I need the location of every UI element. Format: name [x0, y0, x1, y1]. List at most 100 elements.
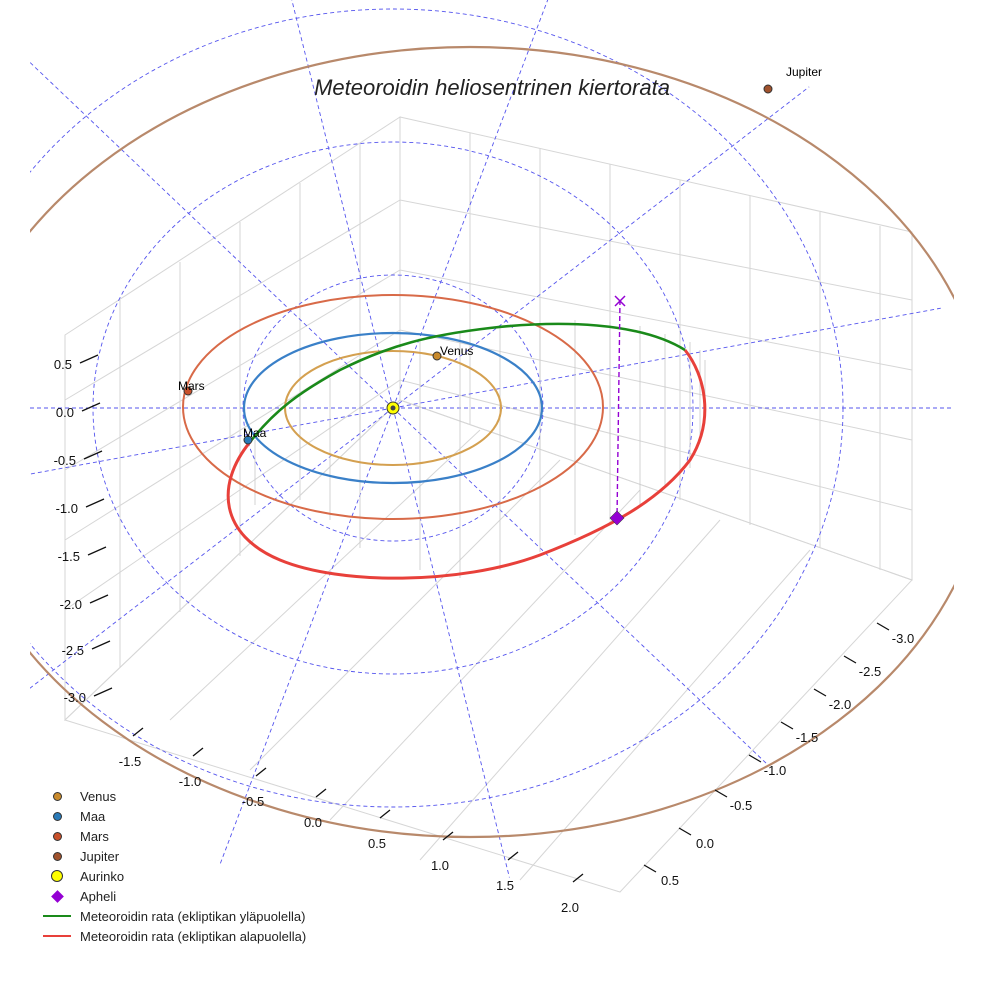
z-tick-mark: [93, 687, 113, 697]
x-tick-mark: [192, 747, 204, 757]
z-tick-mark: [85, 498, 105, 508]
radial-line: [30, 61, 394, 409]
x-tick-label: 2.0: [561, 900, 579, 915]
mars-orbit: [182, 294, 604, 520]
z-tick-label: -2.0: [60, 597, 82, 612]
legend-item: Mars: [40, 826, 306, 846]
legend-label: Apheli: [80, 888, 117, 904]
mars-marker: [183, 386, 193, 396]
x-tick-mark: [507, 851, 519, 861]
radial-line: [291, 0, 394, 409]
radial-line: [392, 407, 769, 766]
legend-item: Meteoroidin rata (ekliptikan alapuolella…: [40, 926, 306, 946]
radial-line: [30, 407, 394, 689]
x-tick-mark: [315, 788, 327, 798]
y-tick-label: -2.0: [829, 697, 851, 712]
meteoroid-orbit-above: [248, 322, 686, 443]
z-tick-label: 0.5: [54, 357, 72, 372]
sun-marker: [386, 401, 400, 415]
grid-lines: [64, 133, 913, 881]
legend-label: Meteoroidin rata (ekliptikan alapuolella…: [80, 928, 307, 944]
legend-symbol: [40, 926, 74, 946]
legend-label: Maa: [80, 808, 106, 824]
y-tick-label: -1.5: [796, 730, 818, 745]
z-tick-mark: [83, 450, 103, 460]
radial-line: [392, 0, 549, 409]
legend-label: Meteoroidin rata (ekliptikan yläpuolella…: [80, 908, 306, 924]
y-tick-label: 0.0: [696, 836, 714, 851]
y-tick-label: -2.5: [859, 664, 881, 679]
radial-line: [219, 407, 394, 865]
legend-item: Meteoroidin rata (ekliptikan yläpuolella…: [40, 906, 306, 926]
legend-label: Venus: [80, 788, 117, 804]
radial-line: [392, 407, 510, 878]
y-tick-mark: [876, 622, 890, 631]
jupiter-label: Jupiter: [786, 65, 822, 79]
legend-symbol: [40, 846, 74, 866]
x-tick-mark: [255, 767, 267, 777]
z-tick-label: -2.5: [62, 643, 84, 658]
z-tick-mark: [89, 594, 109, 604]
x-tick-mark: [379, 809, 391, 819]
y-tick-mark: [643, 864, 657, 873]
legend-symbol: [40, 806, 74, 826]
x-tick-label: 0.5: [368, 836, 386, 851]
legend-symbol: [40, 826, 74, 846]
legend-label: Mars: [80, 828, 109, 844]
x-tick-mark: [442, 831, 454, 841]
z-tick-mark: [87, 546, 107, 556]
z-tick-label: -1.5: [58, 549, 80, 564]
jupiter-marker: [763, 84, 773, 94]
aphelion-projection-x: [614, 295, 626, 307]
aphelion-drop-line: [616, 299, 621, 519]
reference-grid: [30, 0, 941, 878]
legend-item: Apheli: [40, 886, 306, 906]
maa-orbit: [242, 331, 544, 485]
z-tick-mark: [81, 402, 101, 412]
legend-symbol: [40, 886, 74, 906]
x-tick-label: -0.5: [242, 794, 264, 809]
y-tick-label: -3.0: [892, 631, 914, 646]
x-tick-mark: [572, 873, 584, 883]
maa-label: Maa: [243, 426, 267, 440]
legend-label: Jupiter: [80, 848, 120, 864]
floor-edge: [64, 399, 913, 893]
y-tick-mark: [748, 754, 762, 763]
meteoroid-orbit-below: [226, 349, 707, 580]
radial-line: [392, 307, 941, 409]
mars-label: Mars: [178, 379, 205, 393]
back-wall-left-grid: [64, 116, 401, 722]
axis-ticks: [79, 354, 890, 883]
y-tick-label: -1.0: [764, 763, 786, 778]
legend-item: Aurinko: [40, 866, 306, 886]
x-tick-label: -1.5: [119, 754, 141, 769]
legend-item: Venus: [40, 786, 306, 806]
chart-title: Meteoroidin heliosentrinen kiertorata: [314, 75, 670, 100]
axes-grid: [64, 116, 913, 893]
z-tick-label: -1.0: [56, 501, 78, 516]
legend-item: Maa: [40, 806, 306, 826]
jupiter-orbit: [30, 46, 954, 838]
y-tick-mark: [813, 688, 827, 697]
aphelion-marker: [609, 510, 625, 526]
y-tick-mark: [678, 827, 692, 836]
maa-marker: [243, 435, 253, 445]
y-tick-mark: [714, 789, 728, 798]
y-tick-label: 0.5: [661, 873, 679, 888]
legend-symbol: [40, 786, 74, 806]
x-tick-label: 0.0: [304, 815, 322, 830]
legend-symbol: [40, 866, 74, 886]
z-tick-mark: [91, 640, 111, 650]
radial-line: [392, 86, 810, 409]
z-tick-mark: [79, 354, 99, 364]
z-tick-label: -0.5: [54, 453, 76, 468]
y-tick-label: -0.5: [730, 798, 752, 813]
venus-label: Venus: [440, 344, 473, 358]
y-tick-mark: [843, 655, 857, 664]
x-tick-label: 1.0: [431, 858, 449, 873]
y-tick-mark: [780, 721, 794, 730]
x-tick-label: 1.5: [496, 878, 514, 893]
legend: Venus Maa Mars Jupiter Aurinko Apheli Meteoroi…: [40, 786, 306, 946]
legend-item: Jupiter: [40, 846, 306, 866]
radial-line: [30, 407, 394, 475]
